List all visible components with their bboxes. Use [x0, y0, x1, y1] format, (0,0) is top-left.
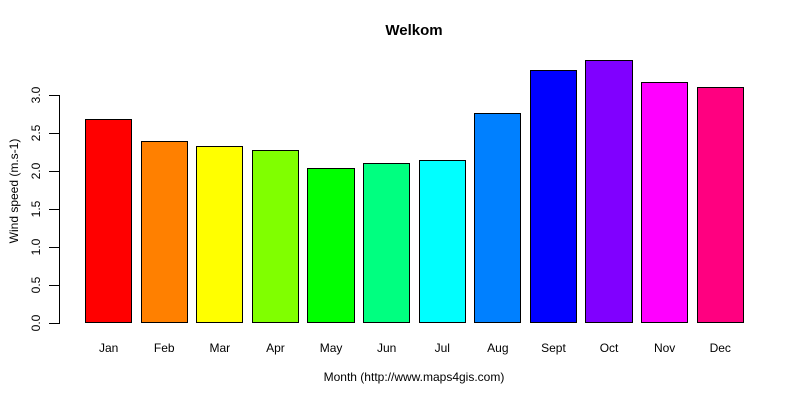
- x-tick-label-apr: Apr: [266, 341, 285, 355]
- y-tick-mark: [49, 323, 59, 324]
- y-tick-mark: [49, 171, 59, 172]
- y-tick-label: 0.0: [29, 314, 43, 332]
- y-tick-label: 3.0: [29, 86, 43, 104]
- bar-oct: [585, 60, 633, 323]
- y-tick-mark: [49, 95, 59, 96]
- y-tick-label: 1.0: [29, 238, 43, 256]
- y-tick-mark: [49, 285, 59, 286]
- y-axis-line: [59, 95, 60, 324]
- y-tick-mark: [49, 133, 59, 134]
- bar-feb: [140, 141, 188, 323]
- x-tick-label-sept: Sept: [541, 341, 566, 355]
- bar-may: [307, 168, 355, 323]
- bar-sept: [529, 70, 578, 323]
- bar-apr: [251, 150, 300, 323]
- x-tick-label-nov: Nov: [653, 341, 676, 355]
- bar-dec: [696, 87, 744, 323]
- bar-jul: [418, 160, 466, 323]
- y-tick-label: 2.5: [29, 124, 43, 142]
- y-tick-mark: [49, 247, 59, 248]
- x-tick-label-jan: Jan: [98, 341, 119, 355]
- x-tick-label-dec: Dec: [709, 341, 731, 355]
- bar-jan: [85, 119, 133, 323]
- y-tick-label: 2.0: [29, 162, 43, 180]
- y-tick-label: 0.5: [29, 276, 43, 294]
- chart-title: Welkom: [385, 22, 443, 39]
- x-tick-label-aug: Aug: [487, 341, 509, 355]
- x-tick-label-mar: Mar: [209, 341, 231, 355]
- y-tick-mark: [49, 209, 59, 210]
- bar-nov: [641, 82, 689, 323]
- bar-mar: [196, 146, 244, 323]
- x-axis-title: Month (http://www.maps4gis.com): [323, 370, 505, 384]
- x-tick-label-jul: Jul: [434, 341, 450, 355]
- x-tick-label-oct: Oct: [599, 341, 619, 355]
- x-tick-label-feb: Feb: [153, 341, 175, 355]
- y-axis-title: Wind speed (m.s-1): [7, 138, 21, 244]
- x-tick-label-may: May: [319, 341, 343, 355]
- y-tick-label: 1.5: [29, 200, 43, 218]
- x-tick-label-jun: Jun: [376, 341, 397, 355]
- bar-aug: [474, 113, 522, 323]
- bar-jun: [363, 163, 411, 323]
